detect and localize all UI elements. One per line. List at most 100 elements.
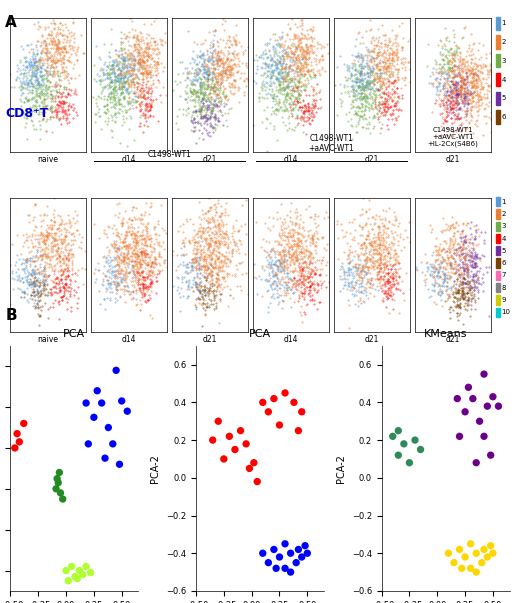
Point [219, 454, 228, 464]
Text: CD8⁺T: CD8⁺T [5, 107, 48, 120]
Bar [496, 234, 500, 243]
Point [458, 563, 466, 573]
Point [86, 568, 95, 578]
Text: d21: d21 [446, 154, 460, 163]
Point [466, 539, 475, 549]
Point [477, 558, 486, 567]
Text: d21: d21 [203, 154, 217, 163]
Point [115, 459, 124, 469]
Point [13, 429, 21, 438]
Point [52, 484, 60, 494]
Point [82, 561, 90, 571]
Point [231, 444, 239, 454]
Point [275, 420, 283, 430]
Point [109, 439, 117, 449]
Point [82, 398, 90, 408]
Point [118, 396, 126, 406]
Y-axis label: PCA-2: PCA-2 [150, 454, 161, 483]
Bar [496, 17, 500, 30]
Point [495, 402, 503, 411]
Y-axis label: PCA-2: PCA-2 [336, 454, 346, 483]
Title: PCA: PCA [63, 329, 85, 339]
Text: 4: 4 [502, 236, 506, 242]
Title: PCA: PCA [249, 329, 271, 339]
Text: 4: 4 [502, 77, 506, 83]
Point [90, 412, 98, 422]
Point [297, 552, 306, 562]
Text: C1498-WT1: C1498-WT1 [148, 150, 191, 159]
Bar [496, 92, 500, 105]
Text: 2: 2 [502, 211, 506, 217]
Point [453, 394, 461, 403]
Text: 5: 5 [502, 95, 506, 101]
Point [270, 545, 278, 554]
Bar [496, 54, 500, 68]
Point [54, 478, 62, 487]
Bar [496, 283, 500, 292]
Bar [496, 209, 500, 219]
Bar [496, 246, 500, 256]
Bar [496, 308, 500, 317]
Text: A: A [5, 15, 17, 30]
Text: 3: 3 [502, 58, 506, 64]
Point [466, 563, 475, 573]
Text: 7: 7 [502, 273, 506, 279]
Point [264, 407, 272, 417]
Point [450, 558, 458, 567]
Text: d21: d21 [365, 154, 379, 163]
Point [250, 458, 258, 467]
Point [483, 402, 491, 411]
Text: naive: naive [37, 154, 59, 163]
Text: 2: 2 [502, 39, 506, 45]
Point [405, 458, 413, 467]
Point [301, 541, 309, 551]
Point [93, 386, 101, 396]
Point [270, 394, 278, 403]
Point [73, 574, 81, 584]
Text: 1: 1 [502, 21, 506, 27]
Bar [496, 221, 500, 231]
Text: d21: d21 [365, 335, 379, 344]
Point [101, 453, 109, 463]
Point [475, 417, 484, 426]
Point [59, 494, 67, 504]
Text: B: B [5, 308, 17, 323]
Text: 1: 1 [502, 198, 506, 204]
Point [62, 566, 70, 575]
Point [68, 561, 76, 571]
Title: KMeans: KMeans [424, 329, 467, 339]
Point [75, 566, 84, 575]
Point [225, 432, 233, 441]
Point [281, 563, 289, 573]
Point [55, 468, 63, 478]
Point [112, 365, 120, 375]
Bar [496, 73, 500, 86]
Point [444, 548, 452, 558]
Point [258, 548, 267, 558]
Point [253, 477, 262, 487]
Point [64, 576, 72, 586]
Point [411, 435, 419, 445]
Point [214, 417, 223, 426]
Text: naive: naive [37, 335, 59, 344]
Point [264, 558, 272, 567]
Point [292, 558, 301, 567]
Point [400, 439, 408, 449]
Bar [496, 259, 500, 268]
Point [394, 450, 402, 460]
Text: d21: d21 [203, 335, 217, 344]
Point [258, 397, 267, 407]
Point [472, 548, 480, 558]
Point [71, 572, 79, 581]
Text: 8: 8 [502, 285, 506, 291]
Point [483, 552, 491, 562]
Point [487, 450, 495, 460]
Bar [496, 271, 500, 280]
Point [281, 388, 289, 398]
Point [290, 397, 298, 407]
Point [287, 548, 295, 558]
Point [472, 458, 480, 467]
Point [394, 426, 402, 435]
Point [456, 545, 464, 554]
Text: d21: d21 [446, 335, 460, 344]
